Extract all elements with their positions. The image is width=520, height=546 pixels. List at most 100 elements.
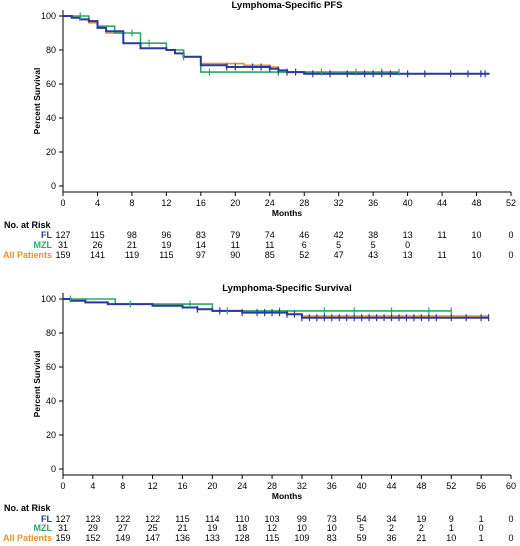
risk-cell: 141 — [90, 250, 105, 260]
x-tick-label: 28 — [299, 198, 309, 208]
x-tick-label: 16 — [177, 481, 187, 491]
x-tick-label: 12 — [161, 198, 171, 208]
x-tick-label: 24 — [237, 481, 247, 491]
x-tick-label: 36 — [368, 198, 378, 208]
risk-cell: 5 — [359, 523, 364, 533]
risk-cell: 46 — [299, 230, 309, 240]
risk-cell: 152 — [85, 533, 100, 543]
x-tick-label: 20 — [230, 198, 240, 208]
risk-cell: 0 — [508, 250, 513, 260]
risk-cell: 0 — [405, 240, 410, 250]
risk-cell: 27 — [118, 523, 128, 533]
x-tick-label: 0 — [60, 198, 65, 208]
risk-cell: 52 — [299, 250, 309, 260]
risk-cell: 97 — [196, 250, 206, 260]
y-axis-title: Percent Survival — [32, 351, 42, 418]
risk-row-label-mzl: MZL — [34, 240, 53, 250]
risk-row-label-fl: FL — [41, 230, 52, 240]
x-axis-title: Months — [272, 208, 302, 218]
risk-cell: 1 — [449, 523, 454, 533]
y-axis-title: Percent Survival — [32, 68, 42, 135]
risk-cell: 99 — [297, 514, 307, 524]
x-tick-label: 48 — [472, 198, 482, 208]
x-tick-label: 36 — [327, 481, 337, 491]
y-tick-label: 20 — [46, 430, 56, 440]
risk-cell: 31 — [58, 240, 68, 250]
risk-cell: 0 — [508, 533, 513, 543]
risk-cell: 149 — [115, 533, 130, 543]
x-tick-label: 40 — [357, 481, 367, 491]
risk-cell: 12 — [267, 523, 277, 533]
series-line-mzl — [63, 298, 452, 312]
risk-cell: 21 — [127, 240, 137, 250]
risk-cell: 136 — [175, 533, 190, 543]
risk-cell: 6 — [302, 240, 307, 250]
y-tick-label: 40 — [46, 396, 56, 406]
risk-cell: 36 — [387, 533, 397, 543]
y-tick-label: 40 — [46, 113, 56, 123]
risk-cell: 11 — [437, 230, 446, 240]
x-tick-label: 52 — [506, 198, 516, 208]
x-tick-label: 12 — [148, 481, 158, 491]
x-tick-label: 4 — [95, 198, 100, 208]
x-tick-label: 44 — [437, 198, 447, 208]
risk-cell: 0 — [508, 230, 513, 240]
risk-cell: 83 — [196, 230, 206, 240]
risk-cell: 1 — [479, 514, 484, 524]
y-tick-label: 60 — [46, 362, 56, 372]
y-tick-label: 80 — [46, 45, 56, 55]
risk-cell: 133 — [205, 533, 220, 543]
risk-cell: 159 — [55, 250, 70, 260]
y-tick-label: 0 — [51, 181, 56, 191]
risk-row-label-fl: FL — [41, 514, 52, 524]
risk-cell: 10 — [446, 533, 456, 543]
risk-cell: 26 — [92, 240, 102, 250]
risk-cell: 128 — [235, 533, 250, 543]
risk-cell: 79 — [230, 230, 240, 240]
risk-cell: 119 — [125, 250, 139, 260]
risk-cell: 9 — [449, 514, 454, 524]
x-tick-label: 56 — [476, 481, 486, 491]
risk-cell: 21 — [416, 533, 426, 543]
risk-cell: 11 — [231, 240, 240, 250]
x-tick-label: 28 — [267, 481, 277, 491]
risk-cell: 19 — [161, 240, 171, 250]
risk-cell: 110 — [235, 514, 249, 524]
risk-cell: 115 — [175, 514, 189, 524]
x-tick-label: 60 — [506, 481, 516, 491]
risk-cell: 19 — [207, 523, 217, 533]
y-tick-label: 100 — [41, 11, 56, 21]
x-tick-label: 52 — [446, 481, 456, 491]
y-tick-label: 100 — [41, 294, 56, 304]
x-tick-label: 44 — [387, 481, 397, 491]
risk-cell: 59 — [357, 533, 367, 543]
risk-cell: 115 — [265, 533, 279, 543]
risk-table-header: No. at Risk — [4, 220, 52, 230]
y-tick-label: 60 — [46, 79, 56, 89]
x-tick-label: 24 — [265, 198, 275, 208]
risk-cell: 19 — [416, 514, 426, 524]
risk-cell: 0 — [479, 523, 484, 533]
risk-cell: 109 — [294, 533, 309, 543]
x-tick-label: 32 — [334, 198, 344, 208]
series-line-fl — [63, 15, 490, 75]
risk-cell: 98 — [127, 230, 137, 240]
risk-cell: 10 — [297, 523, 307, 533]
risk-cell: 43 — [368, 250, 378, 260]
x-axis-title: Months — [272, 491, 302, 501]
risk-cell: 114 — [205, 514, 219, 524]
risk-row-label-all: All Patients — [3, 250, 52, 260]
chart-title: Lymphoma-Specific PFS — [231, 0, 342, 11]
risk-cell: 103 — [265, 514, 280, 524]
risk-cell: 18 — [237, 523, 247, 533]
risk-cell: 115 — [90, 230, 104, 240]
risk-cell: 10 — [472, 230, 482, 240]
risk-cell: 54 — [357, 514, 367, 524]
risk-cell: 29 — [88, 523, 98, 533]
risk-cell: 96 — [161, 230, 171, 240]
x-tick-label: 32 — [297, 481, 307, 491]
y-tick-label: 20 — [46, 147, 56, 157]
